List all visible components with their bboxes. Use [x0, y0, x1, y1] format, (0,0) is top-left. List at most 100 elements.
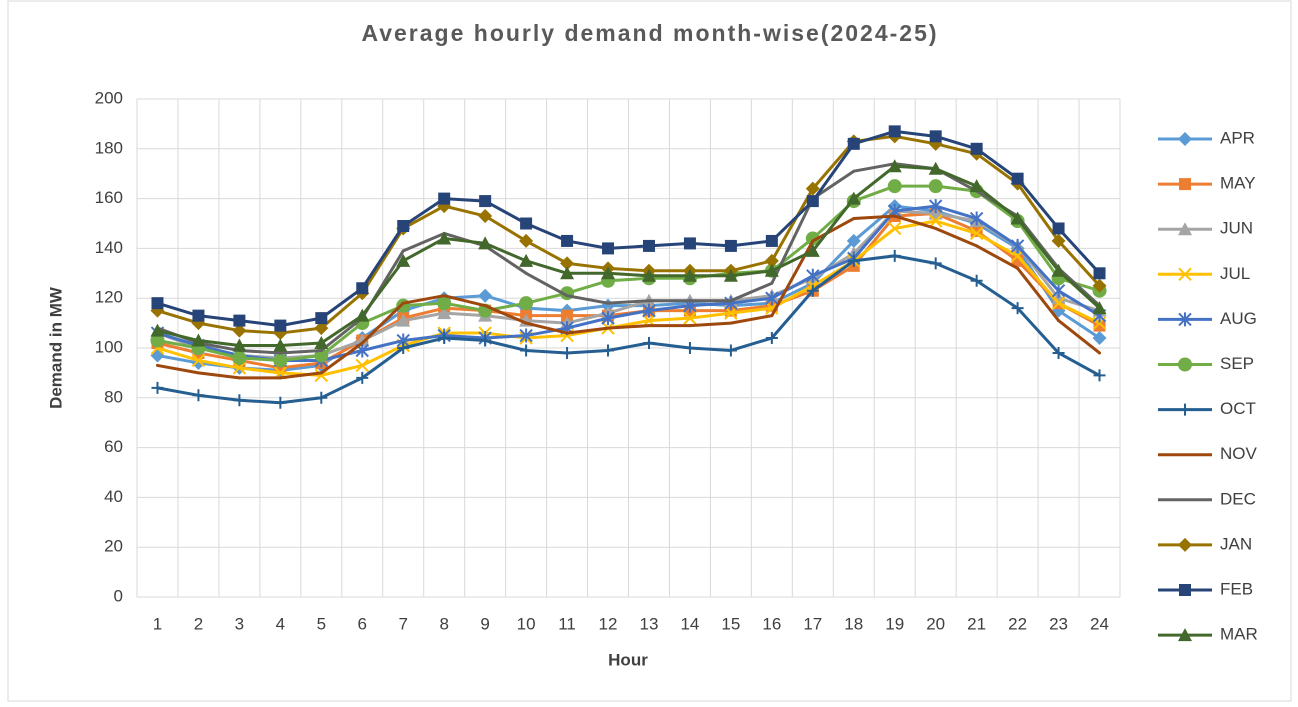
marker: [928, 214, 943, 228]
point: [934, 226, 938, 230]
chart-title: Average hourly demand month-wise(2024-25…: [361, 20, 938, 46]
x-tick-label: 6: [358, 614, 367, 633]
y-tick-label: 180: [95, 138, 123, 157]
legend-label: OCT: [1220, 399, 1256, 418]
marker: [1179, 178, 1191, 191]
marker: [928, 179, 943, 194]
x-tick-label: 3: [235, 614, 244, 633]
marker: [479, 195, 492, 208]
series-line: [157, 214, 1101, 380]
point: [893, 214, 897, 218]
x-tick-label: 15: [721, 614, 740, 633]
y-tick-label: 100: [95, 337, 123, 356]
marker: [969, 211, 984, 226]
series-line: [157, 129, 1101, 328]
marker: [520, 344, 533, 357]
marker: [519, 328, 533, 343]
marker: [314, 321, 329, 336]
marker: [1178, 312, 1192, 327]
marker: [847, 254, 860, 267]
marker: [806, 284, 819, 297]
point: [401, 301, 405, 305]
marker: [1011, 172, 1024, 185]
y-tick-label: 60: [104, 437, 123, 456]
point: [442, 294, 446, 298]
marker: [478, 236, 493, 250]
marker: [888, 125, 901, 138]
marker: [642, 303, 656, 318]
marker: [1010, 238, 1025, 253]
point: [852, 169, 856, 173]
marker: [683, 237, 696, 250]
marker: [1051, 283, 1066, 298]
legend-label: JUL: [1220, 264, 1250, 283]
marker: [1092, 331, 1107, 346]
y-tick-label: 120: [95, 288, 123, 307]
marker: [970, 142, 983, 155]
marker: [846, 233, 861, 248]
marker: [888, 221, 902, 236]
marker: [970, 274, 983, 287]
legend-label: SEP: [1220, 354, 1254, 373]
marker: [641, 268, 656, 282]
marker: [273, 353, 288, 368]
marker: [356, 371, 369, 384]
marker: [1178, 537, 1192, 552]
marker: [274, 396, 287, 409]
point: [688, 324, 692, 328]
point: [483, 304, 487, 308]
marker: [888, 249, 901, 262]
marker: [396, 313, 411, 327]
marker: [1052, 346, 1065, 359]
marker: [765, 301, 779, 315]
legend-label: MAY: [1220, 174, 1256, 193]
point: [606, 301, 610, 305]
marker: [1179, 584, 1191, 596]
marker: [765, 291, 779, 306]
point: [319, 348, 323, 352]
marker: [356, 282, 369, 295]
marker: [805, 231, 820, 246]
point: [237, 376, 241, 380]
marker: [887, 179, 902, 194]
marker: [274, 319, 287, 332]
marker: [520, 217, 533, 230]
point: [1098, 351, 1102, 355]
point: [319, 371, 323, 375]
marker: [724, 239, 737, 252]
y-tick-label: 0: [114, 586, 123, 605]
marker: [151, 381, 164, 394]
x-tick-label: 22: [1008, 614, 1027, 633]
x-axis-label: Hour: [608, 650, 648, 669]
y-tick-label: 160: [95, 188, 123, 207]
marker: [724, 306, 738, 320]
marker: [438, 192, 451, 205]
marker: [191, 333, 206, 347]
marker: [764, 253, 779, 268]
legend-label: JUN: [1220, 219, 1253, 238]
marker: [806, 268, 820, 283]
marker: [232, 361, 247, 375]
marker: [601, 311, 615, 326]
x-tick-label: 20: [926, 614, 945, 633]
marker: [1178, 628, 1192, 642]
marker: [150, 333, 165, 348]
point: [852, 217, 856, 221]
marker: [1051, 263, 1066, 277]
marker: [519, 253, 534, 267]
series-line: [157, 204, 1101, 362]
series-line: [157, 164, 1101, 348]
marker: [847, 137, 860, 150]
x-tick-label: 19: [885, 614, 904, 633]
series-line: [157, 134, 1101, 335]
marker: [683, 342, 696, 354]
marker: [437, 231, 452, 245]
marker: [1178, 132, 1192, 146]
point: [688, 299, 692, 303]
x-tick-label: 10: [517, 614, 536, 633]
point: [196, 371, 200, 375]
x-tick-label: 9: [480, 614, 489, 633]
x-tick-label: 21: [967, 614, 986, 633]
point: [1057, 319, 1061, 323]
marker: [929, 130, 942, 143]
